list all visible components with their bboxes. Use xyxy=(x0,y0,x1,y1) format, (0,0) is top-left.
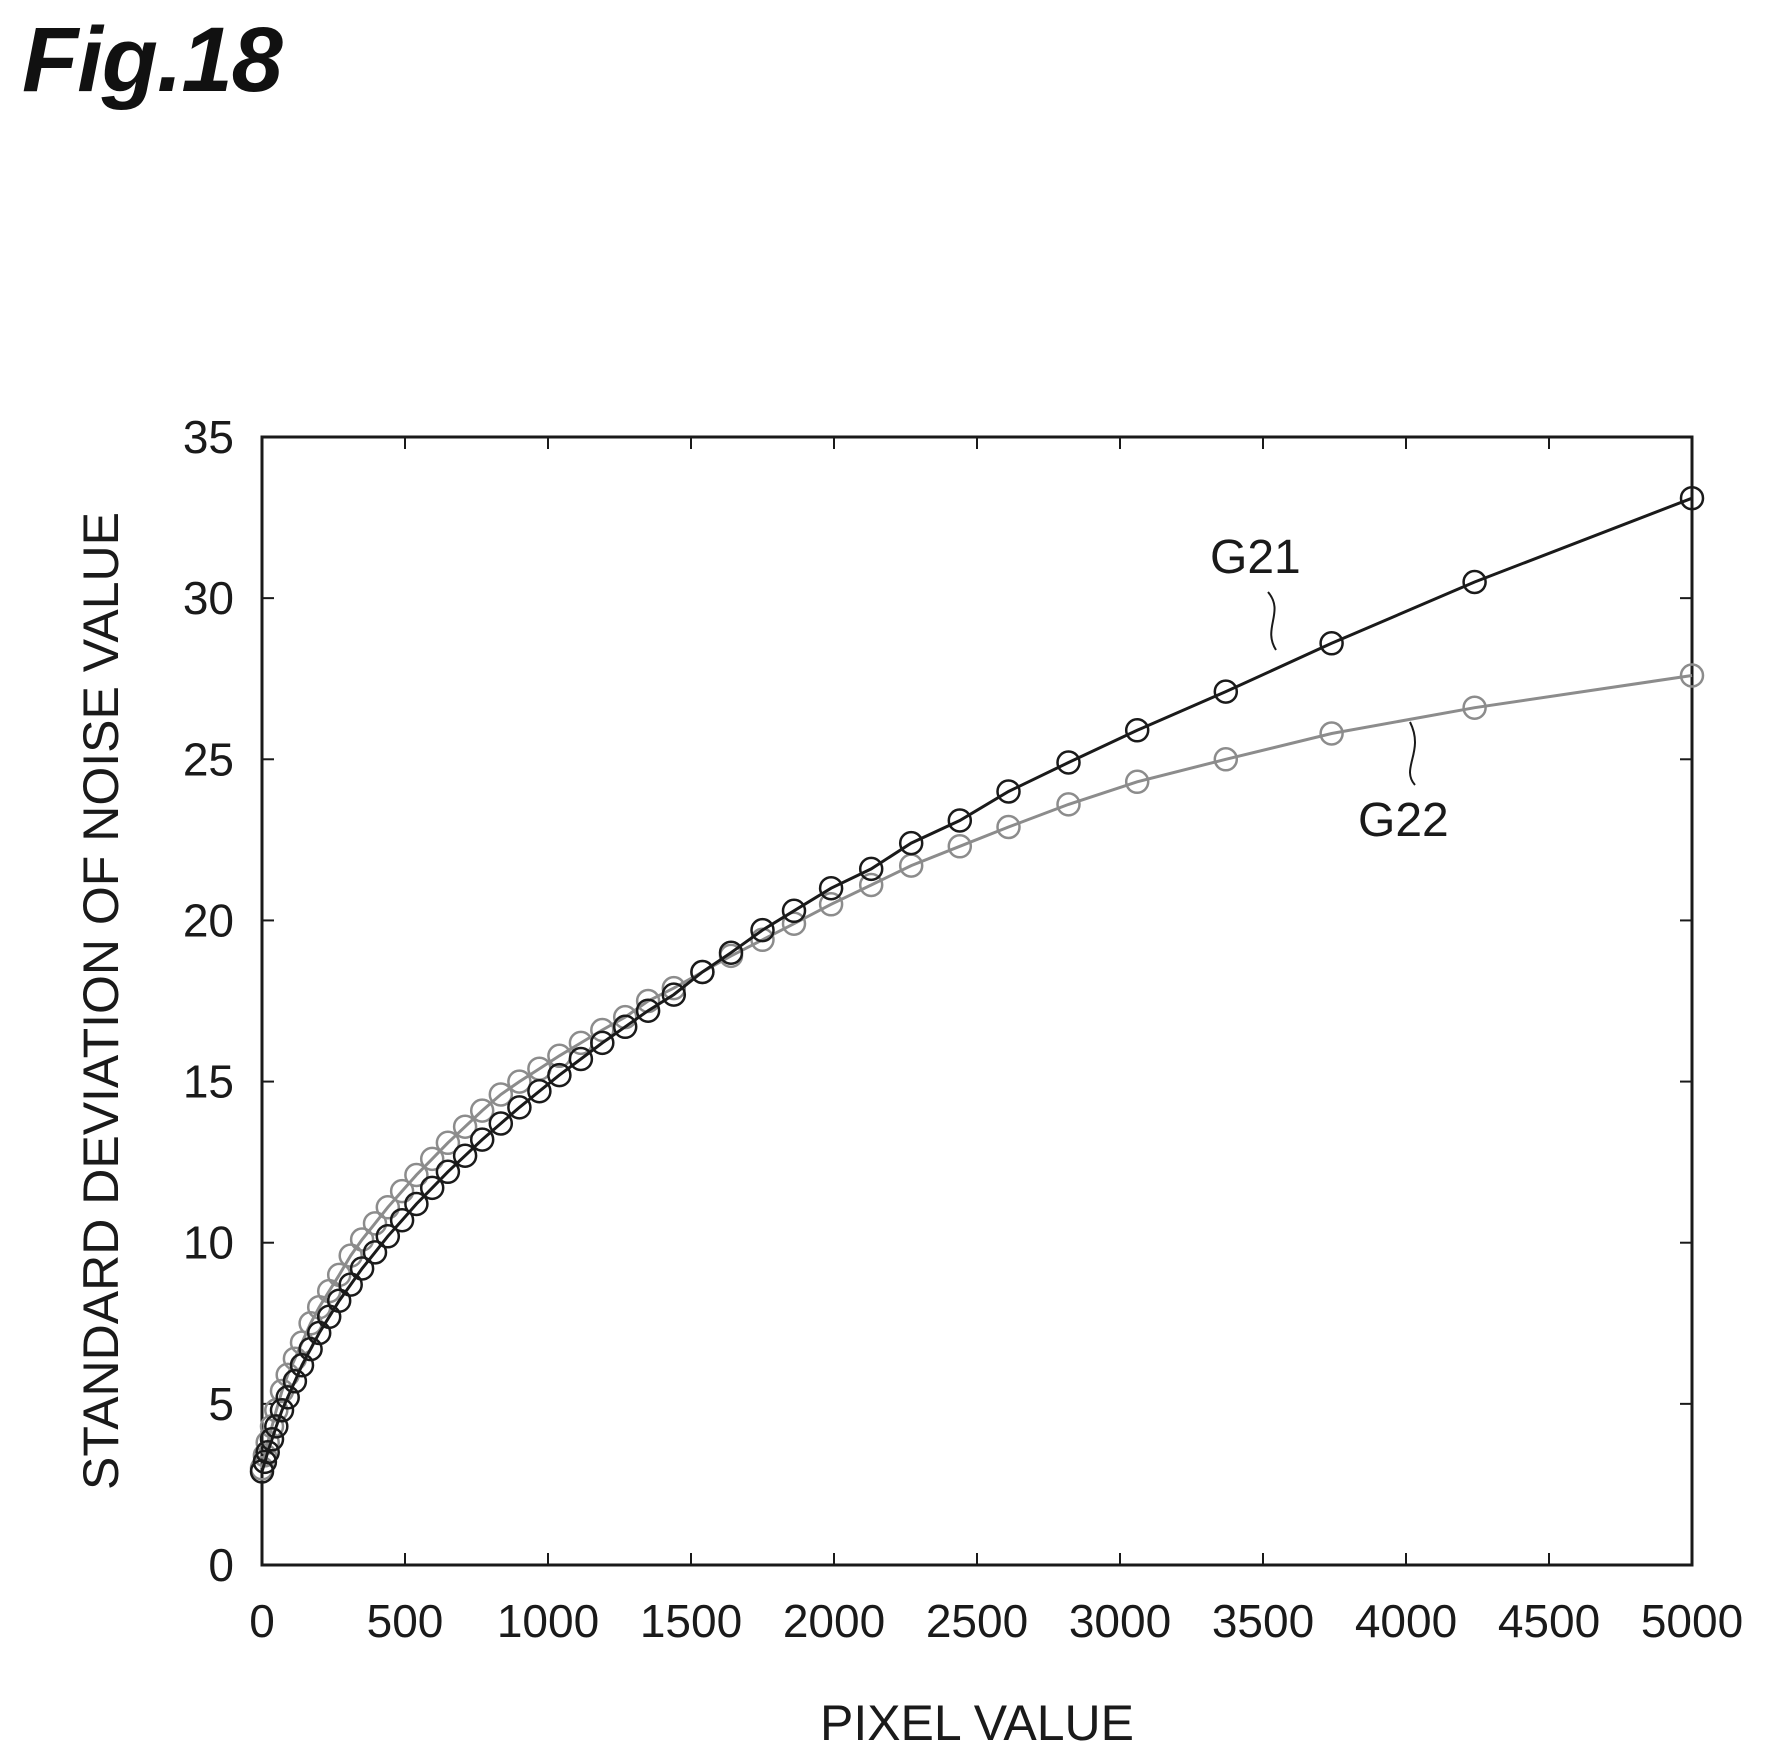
data-point-g21 xyxy=(326,1288,352,1313)
data-point-g22 xyxy=(1319,721,1344,746)
data-point-g21 xyxy=(269,1398,295,1423)
series-line-g22 xyxy=(260,674,1693,1469)
y-tick-label: 25 xyxy=(183,733,234,785)
y-tick-label: 10 xyxy=(183,1217,234,1269)
y-tick-label: 30 xyxy=(183,572,234,624)
y-tick-label: 35 xyxy=(183,411,234,463)
x-tick-label: 500 xyxy=(367,1595,444,1647)
data-point-g21 xyxy=(568,1046,594,1072)
x-tick-label: 0 xyxy=(249,1595,275,1647)
data-point-g21 xyxy=(252,1449,278,1475)
data-point-g21 xyxy=(818,875,844,901)
data-point-g22 xyxy=(1213,747,1239,772)
x-tick-label: 4500 xyxy=(1498,1595,1600,1647)
y-axis-title: STANDARD DEVIATION OF NOISE VALUE xyxy=(73,512,129,1490)
data-point-g21 xyxy=(750,917,775,943)
data-point-g22 xyxy=(858,872,884,898)
data-point-g21 xyxy=(488,1111,514,1136)
data-point-g21 xyxy=(858,856,884,882)
data-point-g22 xyxy=(781,911,807,936)
data-point-g21 xyxy=(590,1030,615,1056)
plot-frame xyxy=(260,435,1694,1567)
x-tick-label: 4000 xyxy=(1355,1595,1457,1647)
data-point-g21 xyxy=(527,1078,552,1104)
y-tick-label: 15 xyxy=(183,1056,234,1108)
data-point-g21 xyxy=(469,1127,495,1152)
data-point-g22 xyxy=(375,1195,401,1220)
data-point-g21 xyxy=(996,779,1021,804)
data-point-g22 xyxy=(419,1146,445,1172)
data-point-g21 xyxy=(389,1207,415,1233)
data-point-g22 xyxy=(1056,792,1081,817)
data-point-g22 xyxy=(590,1017,615,1043)
data-point-g22 xyxy=(947,834,973,859)
series-g22 xyxy=(249,663,1705,1481)
data-point-g21 xyxy=(282,1369,308,1394)
data-point-g22 xyxy=(349,1227,375,1252)
x-tick-label: 3500 xyxy=(1212,1595,1314,1647)
data-point-g21 xyxy=(275,1385,300,1410)
data-point-g21 xyxy=(661,982,687,1007)
data-point-g22 xyxy=(404,1162,429,1188)
x-axis-title: PIXEL VALUE xyxy=(820,1695,1134,1751)
data-point-g22 xyxy=(389,1178,415,1204)
x-tick-label: 1000 xyxy=(497,1595,599,1647)
data-point-g21 xyxy=(255,1439,280,1465)
data-point-g22 xyxy=(661,975,687,1001)
data-point-g21 xyxy=(435,1159,461,1185)
data-point-g22 xyxy=(435,1130,461,1156)
data-point-g21 xyxy=(375,1224,401,1249)
data-point-g21 xyxy=(1124,718,1150,743)
data-point-g21 xyxy=(635,998,661,1023)
data-point-g21 xyxy=(362,1240,388,1265)
data-point-g21 xyxy=(547,1062,572,1088)
series-label-g22: G22 xyxy=(1358,794,1449,847)
data-point-g21 xyxy=(419,1175,445,1201)
data-point-g21 xyxy=(1056,750,1081,775)
data-point-g21 xyxy=(1319,631,1344,656)
series-label-g21: G21 xyxy=(1210,531,1301,584)
x-tick-label: 2000 xyxy=(783,1595,885,1647)
data-point-g22 xyxy=(1462,695,1487,720)
data-point-g22 xyxy=(996,814,1021,840)
data-point-g21 xyxy=(947,808,973,833)
leader-line-g21 xyxy=(1267,591,1277,651)
data-point-g21 xyxy=(718,940,744,965)
data-point-g21 xyxy=(259,1427,285,1452)
data-point-g21 xyxy=(1679,485,1705,511)
data-point-g22 xyxy=(1124,769,1150,795)
data-point-g21 xyxy=(781,898,807,924)
x-tick-label: 5000 xyxy=(1641,1595,1743,1647)
data-point-g21 xyxy=(264,1414,289,1439)
data-point-g21 xyxy=(404,1191,429,1217)
y-tick-label: 20 xyxy=(183,894,234,946)
data-point-g22 xyxy=(362,1211,388,1236)
x-tick-label: 1500 xyxy=(640,1595,742,1647)
data-point-g21 xyxy=(1462,569,1487,595)
data-point-g22 xyxy=(507,1069,532,1094)
data-point-g21 xyxy=(349,1256,375,1281)
series-g21 xyxy=(249,485,1705,1484)
leader-line-g22 xyxy=(1409,721,1416,786)
x-tick-label: 3000 xyxy=(1069,1595,1171,1647)
y-tick-label: 0 xyxy=(208,1539,234,1591)
data-point-g21 xyxy=(898,830,924,856)
data-point-g22 xyxy=(469,1098,495,1123)
data-point-g22 xyxy=(818,892,844,917)
data-point-g22 xyxy=(452,1114,478,1139)
figure-label: Fig.18 xyxy=(22,9,283,111)
data-point-g21 xyxy=(690,959,715,985)
data-point-g21 xyxy=(338,1272,363,1297)
data-point-g21 xyxy=(507,1095,532,1120)
y-tick-label: 5 xyxy=(208,1378,234,1430)
data-point-g21 xyxy=(1213,679,1239,704)
series-line-g21 xyxy=(260,496,1693,1472)
data-point-g21 xyxy=(612,1014,638,1040)
data-point-g21 xyxy=(452,1143,478,1168)
data-point-g22 xyxy=(1679,663,1705,688)
x-tick-label: 2500 xyxy=(926,1595,1028,1647)
data-point-g22 xyxy=(488,1082,514,1107)
